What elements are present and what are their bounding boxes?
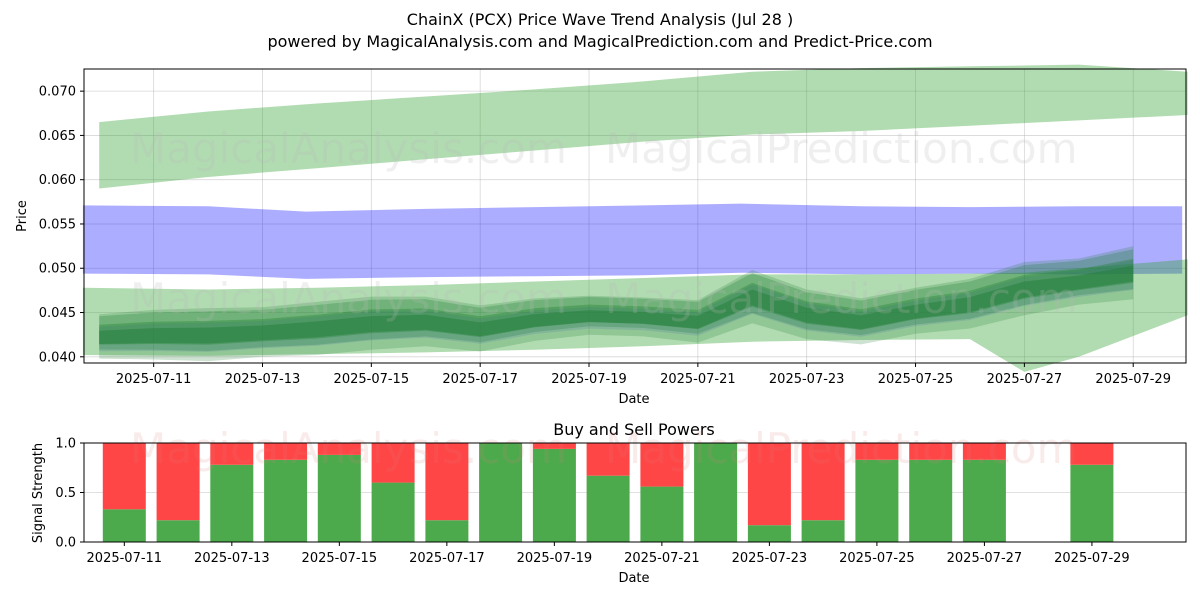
price-y-tick-label-4: 0.060 bbox=[39, 173, 76, 188]
signal-x-ticks: 2025-07-11 2025-07-13 2025-07-15 2025-07-17… bbox=[87, 542, 1130, 566]
watermark-analysis-bottom: MagicalAnalysis.com bbox=[130, 424, 567, 473]
signal-bars bbox=[102, 443, 1114, 542]
price-x-ticks: 2025-07-11 2025-07-13 2025-07-15 2025-07-17… bbox=[116, 363, 1171, 387]
signal-x-tick-label-3: 2025-07-17 bbox=[409, 551, 485, 566]
watermark-analysis-top: MagicalAnalysis.com bbox=[130, 124, 567, 173]
buy-bar-2025-07-15 bbox=[317, 454, 361, 542]
price-y-tick-label-0: 0.040 bbox=[39, 350, 76, 365]
price-y-ticks: 0.040 0.045 0.050 0.055 0.060 0.065 0.070 bbox=[39, 85, 84, 365]
sell-bar-2025-07-17 bbox=[425, 443, 469, 521]
price-y-label: Price bbox=[15, 200, 30, 232]
sell-bar-2025-07-26 bbox=[909, 443, 953, 460]
buy-bar-2025-07-11 bbox=[102, 509, 146, 542]
sell-bar-2025-07-19 bbox=[532, 443, 576, 449]
price-x-tick-label-7: 2025-07-25 bbox=[878, 372, 954, 387]
price-y-tick-label-5: 0.065 bbox=[39, 129, 76, 144]
buy-bar-2025-07-12 bbox=[156, 520, 200, 542]
price-y-tick-label-6: 0.070 bbox=[39, 85, 76, 100]
sell-bar-2025-07-12 bbox=[156, 443, 200, 521]
band-middle bbox=[82, 203, 1183, 279]
band-upper bbox=[99, 64, 1188, 189]
buy-bar-2025-07-16 bbox=[371, 482, 415, 542]
buy-bar-2025-07-27 bbox=[962, 459, 1006, 542]
watermark-prediction-top: MagicalPrediction.com bbox=[605, 124, 1078, 173]
price-x-tick-label-3: 2025-07-17 bbox=[442, 372, 518, 387]
buy-bar-2025-07-22 bbox=[694, 443, 738, 542]
price-x-tick-label-0: 2025-07-11 bbox=[116, 372, 192, 387]
sell-bar-2025-07-24 bbox=[801, 443, 845, 521]
signal-x-tick-label-4: 2025-07-19 bbox=[517, 551, 593, 566]
price-x-tick-label-2: 2025-07-15 bbox=[334, 372, 410, 387]
signal-x-tick-label-9: 2025-07-29 bbox=[1054, 551, 1130, 566]
sell-bar-2025-07-11 bbox=[102, 443, 146, 510]
watermark-prediction-bottom: MagicalPrediction.com bbox=[605, 424, 1078, 473]
price-wave-layer-2 bbox=[99, 260, 1134, 352]
buy-bar-2025-07-19 bbox=[532, 448, 576, 542]
price-wave bbox=[99, 246, 1134, 362]
buy-bar-2025-07-23 bbox=[747, 525, 791, 542]
signal-x-tick-label-2: 2025-07-15 bbox=[302, 551, 378, 566]
sell-bar-2025-07-20 bbox=[586, 443, 630, 476]
buy-bar-2025-07-13 bbox=[210, 464, 254, 542]
signal-x-tick-label-0: 2025-07-11 bbox=[87, 551, 163, 566]
price-wave-layer-4 bbox=[99, 265, 1134, 344]
watermark-analysis-mid: MagicalAnalysis.com bbox=[130, 274, 567, 323]
price-wave-layer-3 bbox=[99, 258, 1134, 345]
chart-subtitle: powered by MagicalAnalysis.com and Magic… bbox=[267, 32, 932, 51]
price-x-tick-label-4: 2025-07-19 bbox=[551, 372, 627, 387]
price-x-tick-label-8: 2025-07-27 bbox=[987, 372, 1063, 387]
price-x-tick-label-9: 2025-07-29 bbox=[1095, 372, 1171, 387]
price-y-tick-label-2: 0.050 bbox=[39, 262, 76, 277]
watermark-prediction-mid: MagicalPrediction.com bbox=[605, 274, 1078, 323]
signal-x-tick-label-5: 2025-07-21 bbox=[624, 551, 700, 566]
signal-y-tick-label-1: 0.5 bbox=[55, 486, 76, 501]
signal-title: Buy and Sell Powers bbox=[553, 420, 715, 439]
price-x-tick-label-5: 2025-07-21 bbox=[660, 372, 736, 387]
price-wave-layer-1 bbox=[99, 249, 1134, 351]
buy-bar-2025-07-25 bbox=[855, 459, 899, 542]
band-lower bbox=[82, 259, 1188, 372]
sell-bar-2025-07-27 bbox=[962, 443, 1006, 460]
sell-bar-2025-07-13 bbox=[210, 443, 254, 465]
signal-panel: Buy and Sell Powers MagicalAnalysis.com … bbox=[31, 420, 1187, 586]
signal-x-label: Date bbox=[618, 571, 649, 586]
chart-title: ChainX (PCX) Price Wave Trend Analysis (… bbox=[407, 10, 793, 29]
buy-bar-2025-07-14 bbox=[264, 459, 308, 542]
buy-bar-2025-07-17 bbox=[425, 520, 469, 542]
buy-bar-2025-07-24 bbox=[801, 520, 845, 542]
price-panel: MagicalAnalysis.com MagicalPrediction.co… bbox=[15, 64, 1188, 407]
price-x-tick-label-1: 2025-07-13 bbox=[225, 372, 301, 387]
signal-y-ticks: 0.0 0.5 1.0 bbox=[55, 437, 84, 551]
price-wave-layer-0 bbox=[99, 246, 1134, 362]
price-y-tick-label-1: 0.045 bbox=[39, 306, 76, 321]
sell-bar-2025-07-21 bbox=[640, 443, 684, 487]
price-grid bbox=[84, 69, 1186, 363]
sell-bar-2025-07-23 bbox=[747, 443, 791, 526]
sell-bar-2025-07-15 bbox=[317, 443, 361, 455]
sell-bar-2025-07-16 bbox=[371, 443, 415, 483]
signal-y-label: Signal Strength bbox=[31, 443, 46, 543]
buy-bar-2025-07-26 bbox=[909, 459, 953, 542]
signal-x-tick-label-8: 2025-07-27 bbox=[947, 551, 1023, 566]
price-bands bbox=[82, 64, 1188, 372]
signal-x-tick-label-1: 2025-07-13 bbox=[194, 551, 270, 566]
signal-x-tick-label-6: 2025-07-23 bbox=[732, 551, 808, 566]
buy-bar-2025-07-29 bbox=[1070, 464, 1114, 542]
buy-bar-2025-07-18 bbox=[479, 443, 523, 542]
price-y-tick-label-3: 0.055 bbox=[39, 217, 76, 232]
price-axes-frame bbox=[83, 68, 1187, 364]
sell-bar-2025-07-14 bbox=[264, 443, 308, 460]
signal-x-tick-label-7: 2025-07-25 bbox=[839, 551, 915, 566]
price-x-tick-label-6: 2025-07-23 bbox=[769, 372, 845, 387]
signal-y-tick-label-0: 0.0 bbox=[55, 536, 76, 551]
buy-bar-2025-07-21 bbox=[640, 486, 684, 542]
signal-y-tick-label-2: 1.0 bbox=[55, 437, 76, 452]
sell-bar-2025-07-25 bbox=[855, 443, 899, 460]
price-x-label: Date bbox=[618, 392, 649, 407]
buy-bar-2025-07-20 bbox=[586, 475, 630, 542]
sell-bar-2025-07-29 bbox=[1070, 443, 1114, 465]
